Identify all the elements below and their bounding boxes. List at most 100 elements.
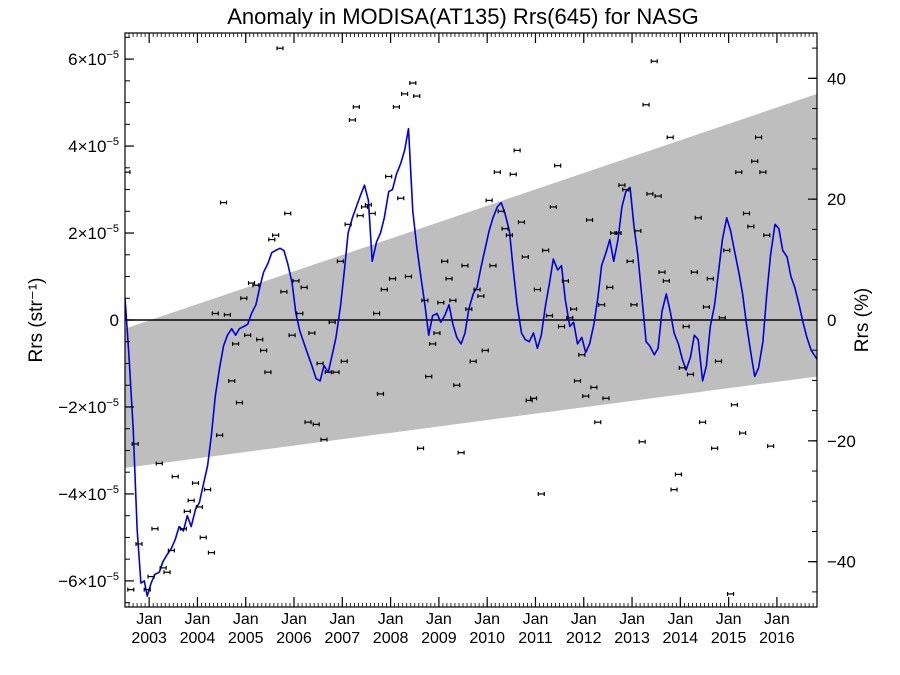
- data-point: [125, 170, 131, 175]
- data-point: [513, 148, 521, 153]
- x-tick-month: Jan: [764, 611, 790, 628]
- data-point: [654, 194, 662, 199]
- left-tick-label: −2×10−5: [58, 397, 119, 417]
- x-tick-month: Jan: [571, 611, 597, 628]
- data-point: [570, 307, 578, 312]
- data-point: [590, 385, 598, 390]
- data-point: [578, 352, 586, 357]
- data-point: [223, 312, 231, 317]
- left-tick-label: 4×10−5: [68, 136, 119, 156]
- data-point: [288, 333, 296, 338]
- data-point: [582, 394, 590, 399]
- left-tick-mantissa: 6×10: [68, 50, 106, 69]
- data-point: [473, 287, 481, 292]
- data-point: [252, 283, 260, 288]
- data-point: [542, 248, 550, 253]
- x-tick-month: Jan: [136, 611, 162, 628]
- left-tick-exponent: −5: [106, 49, 119, 61]
- data-point: [135, 541, 143, 546]
- data-point: [670, 487, 678, 492]
- data-point: [594, 420, 602, 425]
- right-tick-label: 40: [827, 69, 846, 88]
- data-points: [125, 46, 775, 596]
- left-tick-label: 6×10−5: [68, 49, 119, 69]
- data-point: [465, 307, 473, 312]
- data-point: [622, 187, 630, 192]
- left-tick-mantissa: −4×10: [58, 485, 106, 504]
- data-point: [320, 437, 328, 442]
- data-point: [247, 281, 256, 286]
- data-point: [183, 509, 191, 514]
- data-point: [457, 450, 465, 455]
- data-point: [754, 135, 763, 140]
- data-point: [694, 215, 702, 220]
- left-y-axis-label: Rrs (str⁻¹): [26, 278, 47, 363]
- x-tick-year: 2012: [566, 630, 602, 647]
- data-point: [686, 372, 695, 377]
- data-point: [203, 487, 212, 492]
- data-point: [280, 289, 288, 294]
- data-point: [433, 331, 441, 336]
- data-point: [763, 233, 771, 238]
- data-point: [292, 278, 300, 283]
- data-point: [259, 348, 268, 353]
- data-point: [364, 202, 372, 207]
- data-point: [228, 378, 236, 383]
- data-point: [240, 296, 248, 301]
- left-tick-mantissa: 2×10: [68, 224, 106, 243]
- data-point: [566, 315, 574, 320]
- data-point: [501, 226, 509, 231]
- data-point: [416, 446, 425, 451]
- data-point: [525, 398, 533, 403]
- data-point: [308, 331, 316, 336]
- data-point: [614, 231, 622, 236]
- left-tick-exponent: −5: [106, 571, 119, 583]
- data-point: [666, 135, 674, 140]
- data-point: [340, 359, 348, 364]
- data-point: [481, 348, 489, 353]
- data-point: [316, 361, 324, 366]
- data-point: [702, 304, 711, 309]
- confidence-band: [125, 93, 817, 468]
- data-point: [662, 278, 670, 283]
- data-point: [296, 311, 304, 316]
- data-point: [413, 94, 421, 99]
- right-tick-label: −20: [827, 432, 856, 451]
- data-point: [630, 302, 638, 307]
- data-point: [489, 263, 497, 268]
- data-point: [485, 198, 493, 203]
- data-point: [352, 104, 360, 109]
- data-point: [199, 535, 207, 540]
- data-point: [714, 359, 723, 364]
- data-point: [131, 441, 139, 446]
- data-point: [300, 285, 308, 290]
- data-point: [151, 526, 159, 531]
- data-point: [650, 59, 658, 64]
- data-point: [187, 498, 195, 503]
- data-point: [711, 446, 719, 451]
- data-point: [397, 196, 405, 201]
- data-point: [276, 46, 284, 51]
- data-point: [380, 287, 388, 292]
- data-point: [739, 431, 747, 436]
- x-tick-month: Jan: [378, 611, 404, 628]
- data-point: [392, 104, 400, 109]
- data-point: [606, 285, 614, 290]
- data-point: [517, 220, 526, 225]
- data-point: [324, 370, 332, 375]
- x-tick-year: 2016: [759, 630, 795, 647]
- data-point: [284, 211, 292, 216]
- data-point: [726, 591, 735, 596]
- data-point: [561, 278, 570, 283]
- data-point: [376, 391, 385, 396]
- x-tick-year: 2008: [373, 630, 409, 647]
- data-point: [698, 420, 707, 425]
- left-tick-exponent: −5: [106, 223, 119, 235]
- left-y-axis: 6×10−54×10−52×10−50−2×10−5−4×10−5−6×10−5: [58, 36, 134, 604]
- right-y-axis: 40 20 0 −20 −40: [808, 47, 856, 593]
- x-tick-month: Jan: [619, 611, 645, 628]
- right-tick-label: −40: [827, 553, 856, 572]
- left-tick-mantissa: −2×10: [58, 398, 106, 417]
- data-point: [372, 311, 381, 316]
- left-tick-label: 2×10−5: [68, 223, 119, 243]
